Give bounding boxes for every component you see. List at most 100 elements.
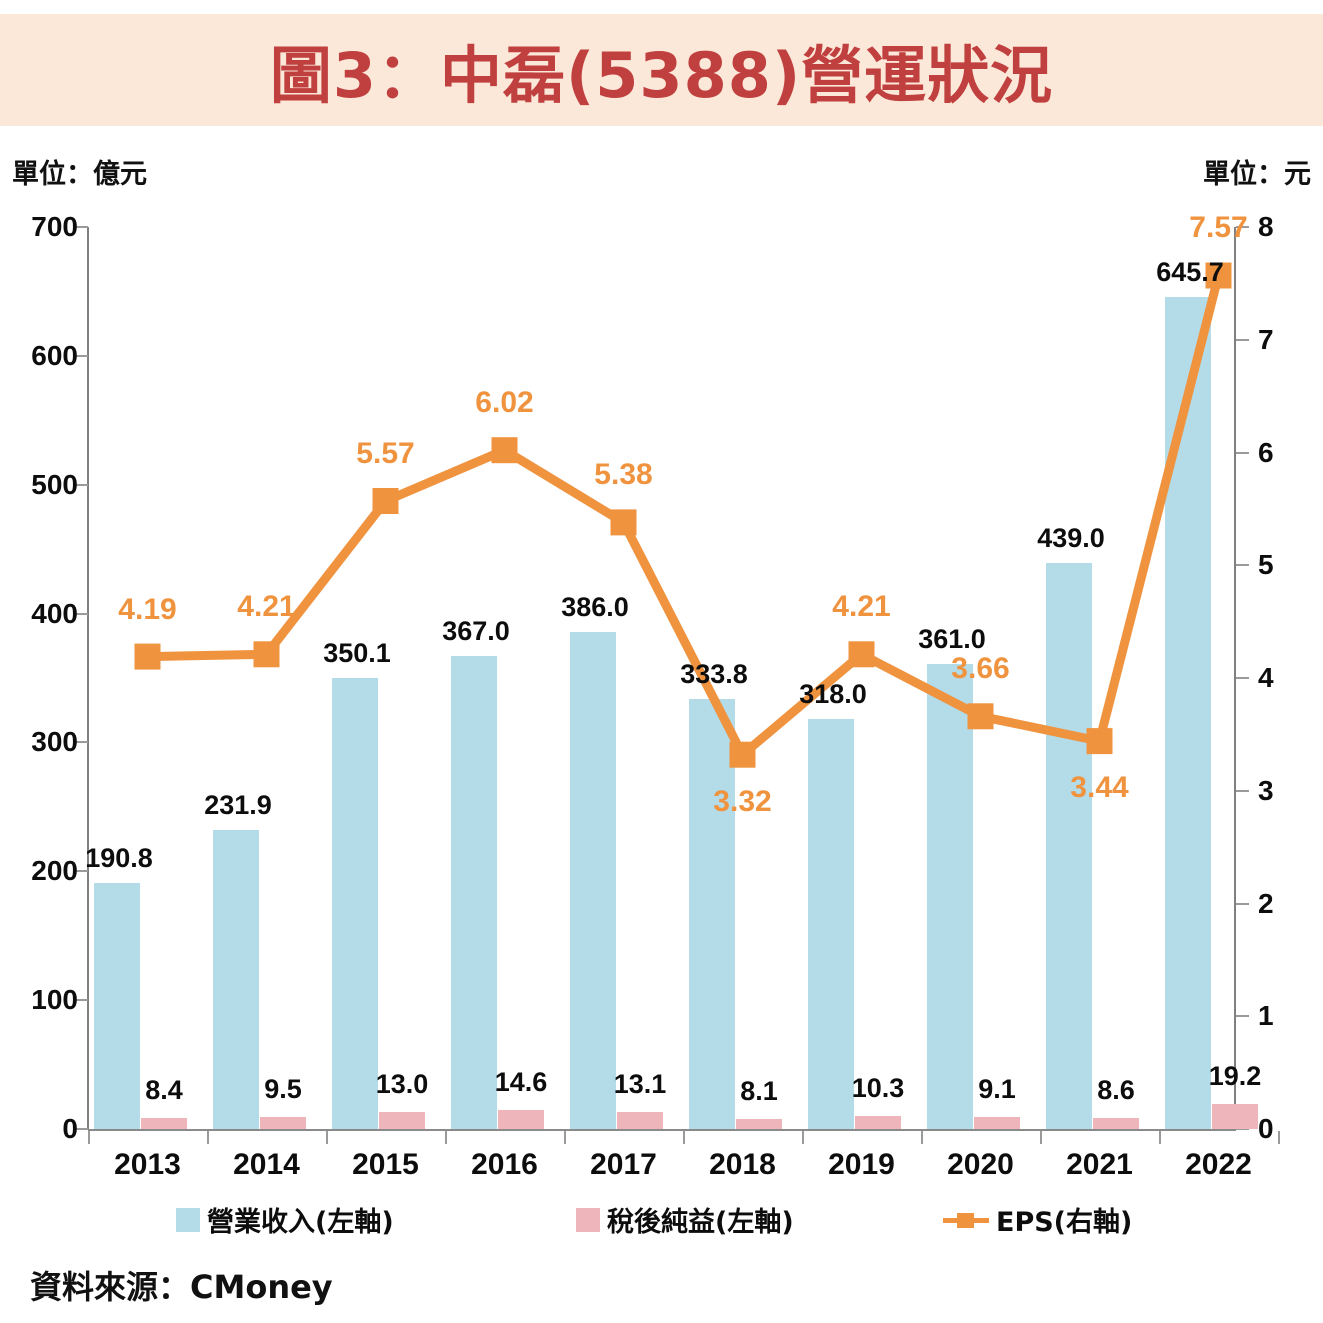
chart-legend: 營業收入(左軸) 稅後純益(左軸) EPS(右軸): [88, 1196, 1236, 1244]
x-axis-tick: [1040, 1131, 1042, 1144]
eps-value-label: 4.19: [118, 592, 177, 626]
x-axis-tick: [445, 1131, 447, 1144]
eps-marker: [967, 703, 994, 730]
plot-area: [88, 227, 1258, 1129]
bar-revenue: [332, 677, 378, 1129]
eps-value-label: 3.44: [1070, 771, 1129, 805]
right-axis-tick-label: 2: [1258, 887, 1274, 919]
left-axis-tick-label: 0: [62, 1113, 78, 1144]
bar-label-profit: 9.5: [264, 1073, 302, 1104]
x-axis-category-label: 2021: [1066, 1148, 1133, 1181]
bar-label-profit: 13.1: [613, 1069, 667, 1100]
legend-label-revenue: 營業收入(左軸): [207, 1207, 394, 1238]
eps-marker: [848, 641, 875, 668]
bar-profit: [617, 1112, 663, 1129]
legend-item-revenue: 營業收入(左軸): [176, 1200, 394, 1239]
x-axis-category-label: 2020: [947, 1148, 1014, 1181]
eps-marker: [134, 643, 161, 670]
x-axis-tick: [1278, 1131, 1280, 1144]
x-axis-tick: [921, 1131, 923, 1144]
left-axis-tick: [75, 226, 88, 228]
right-axis-tick-label: 3: [1258, 774, 1274, 806]
right-axis-tick-label: 0: [1258, 1113, 1274, 1144]
right-axis-tick: [1236, 338, 1249, 341]
legend-item-eps: EPS(右軸): [943, 1200, 1132, 1239]
bar-label-revenue: 439.0: [1037, 523, 1105, 554]
eps-marker: [1205, 262, 1232, 289]
eps-value-label: 6.02: [475, 386, 534, 420]
eps-value-label: 3.66: [951, 652, 1010, 686]
bar-profit: [974, 1117, 1020, 1129]
x-axis-tick: [683, 1131, 685, 1144]
left-axis-tick: [75, 483, 88, 486]
bar-label-revenue: 231.9: [204, 790, 272, 821]
x-axis-line: [88, 1129, 1236, 1131]
left-axis-line: [87, 227, 89, 1130]
left-axis-tick: [75, 612, 88, 615]
x-axis-tick: [326, 1131, 328, 1144]
left-axis-tick-label: 200: [31, 855, 78, 887]
right-axis-tick-label: 7: [1258, 323, 1274, 355]
bar-label-revenue: 318.0: [799, 679, 867, 710]
x-axis-category-label: 2019: [828, 1148, 895, 1181]
x-axis-tick: [207, 1131, 209, 1144]
right-axis-unit-label: 單位：元: [1203, 159, 1311, 189]
bar-label-revenue: 367.0: [442, 616, 510, 647]
eps-value-label: 3.32: [713, 784, 772, 818]
eps-value-label: 4.21: [237, 590, 296, 624]
x-axis-tick: [88, 1131, 90, 1144]
x-axis-category-label: 2013: [114, 1148, 181, 1181]
bar-label-profit: 9.1: [978, 1074, 1016, 1105]
right-axis-tick: [1236, 1128, 1249, 1130]
bar-label-revenue: 190.8: [85, 843, 153, 874]
bar-label-profit: 8.6: [1097, 1074, 1135, 1105]
page-title: 圖3：中磊(5388)營運狀況: [269, 39, 1054, 112]
left-axis-unit-label: 單位：億元: [12, 159, 147, 189]
bar-revenue: [213, 830, 259, 1129]
x-axis-tick: [564, 1131, 566, 1144]
eps-marker: [610, 509, 637, 536]
bar-profit: [1093, 1117, 1139, 1129]
eps-marker: [253, 641, 280, 668]
bar-profit: [260, 1116, 306, 1129]
right-axis-tick: [1236, 677, 1249, 679]
right-axis-tick: [1236, 1015, 1249, 1018]
bar-profit: [855, 1115, 901, 1129]
bar-profit: [498, 1110, 544, 1129]
x-axis-category-label: 2016: [471, 1148, 538, 1181]
right-axis-line: [1234, 227, 1236, 1130]
right-axis-tick-label: 6: [1258, 436, 1274, 468]
bar-label-profit: 13.0: [375, 1069, 429, 1100]
x-axis-category-label: 2014: [233, 1148, 300, 1181]
eps-line-series: [134, 262, 1232, 768]
eps-marker: [491, 437, 518, 464]
bar-profit: [1212, 1104, 1258, 1129]
bar-label-profit: 8.4: [145, 1075, 183, 1106]
bar-label-profit: 14.6: [494, 1067, 548, 1098]
legend-label-eps: EPS(右軸): [996, 1207, 1133, 1238]
bar-profit: [736, 1118, 782, 1129]
bar-profit: [379, 1112, 425, 1129]
right-axis-tick-label: 5: [1258, 549, 1274, 581]
right-axis-tick-label: 1: [1258, 1000, 1274, 1032]
eps-marker: [1086, 728, 1113, 755]
bar-label-profit: 10.3: [851, 1072, 905, 1103]
bar-label-profit: 19.2: [1208, 1061, 1262, 1092]
bar-label-revenue: 386.0: [561, 591, 629, 622]
right-axis-tick-label: 4: [1258, 662, 1274, 693]
bar-revenue: [94, 883, 140, 1129]
source-note: 資料來源：CMoney: [30, 1268, 333, 1306]
title-banner: 圖3：中磊(5388)營運狀況: [0, 14, 1323, 126]
bar-revenue: [451, 656, 497, 1129]
bar-revenue: [1165, 296, 1211, 1129]
eps-marker: [372, 488, 399, 514]
bar-profit: [141, 1118, 187, 1129]
bar-revenue: [808, 719, 854, 1129]
x-axis-category-label: 2015: [352, 1148, 419, 1181]
left-axis-tick-label: 100: [31, 984, 78, 1016]
x-axis-category-label: 2018: [709, 1148, 776, 1181]
bar-label-revenue: 361.0: [918, 623, 986, 654]
eps-value-label: 4.21: [832, 590, 891, 624]
left-axis-tick-label: 600: [31, 339, 78, 371]
legend-line-eps-icon: [943, 1208, 989, 1232]
